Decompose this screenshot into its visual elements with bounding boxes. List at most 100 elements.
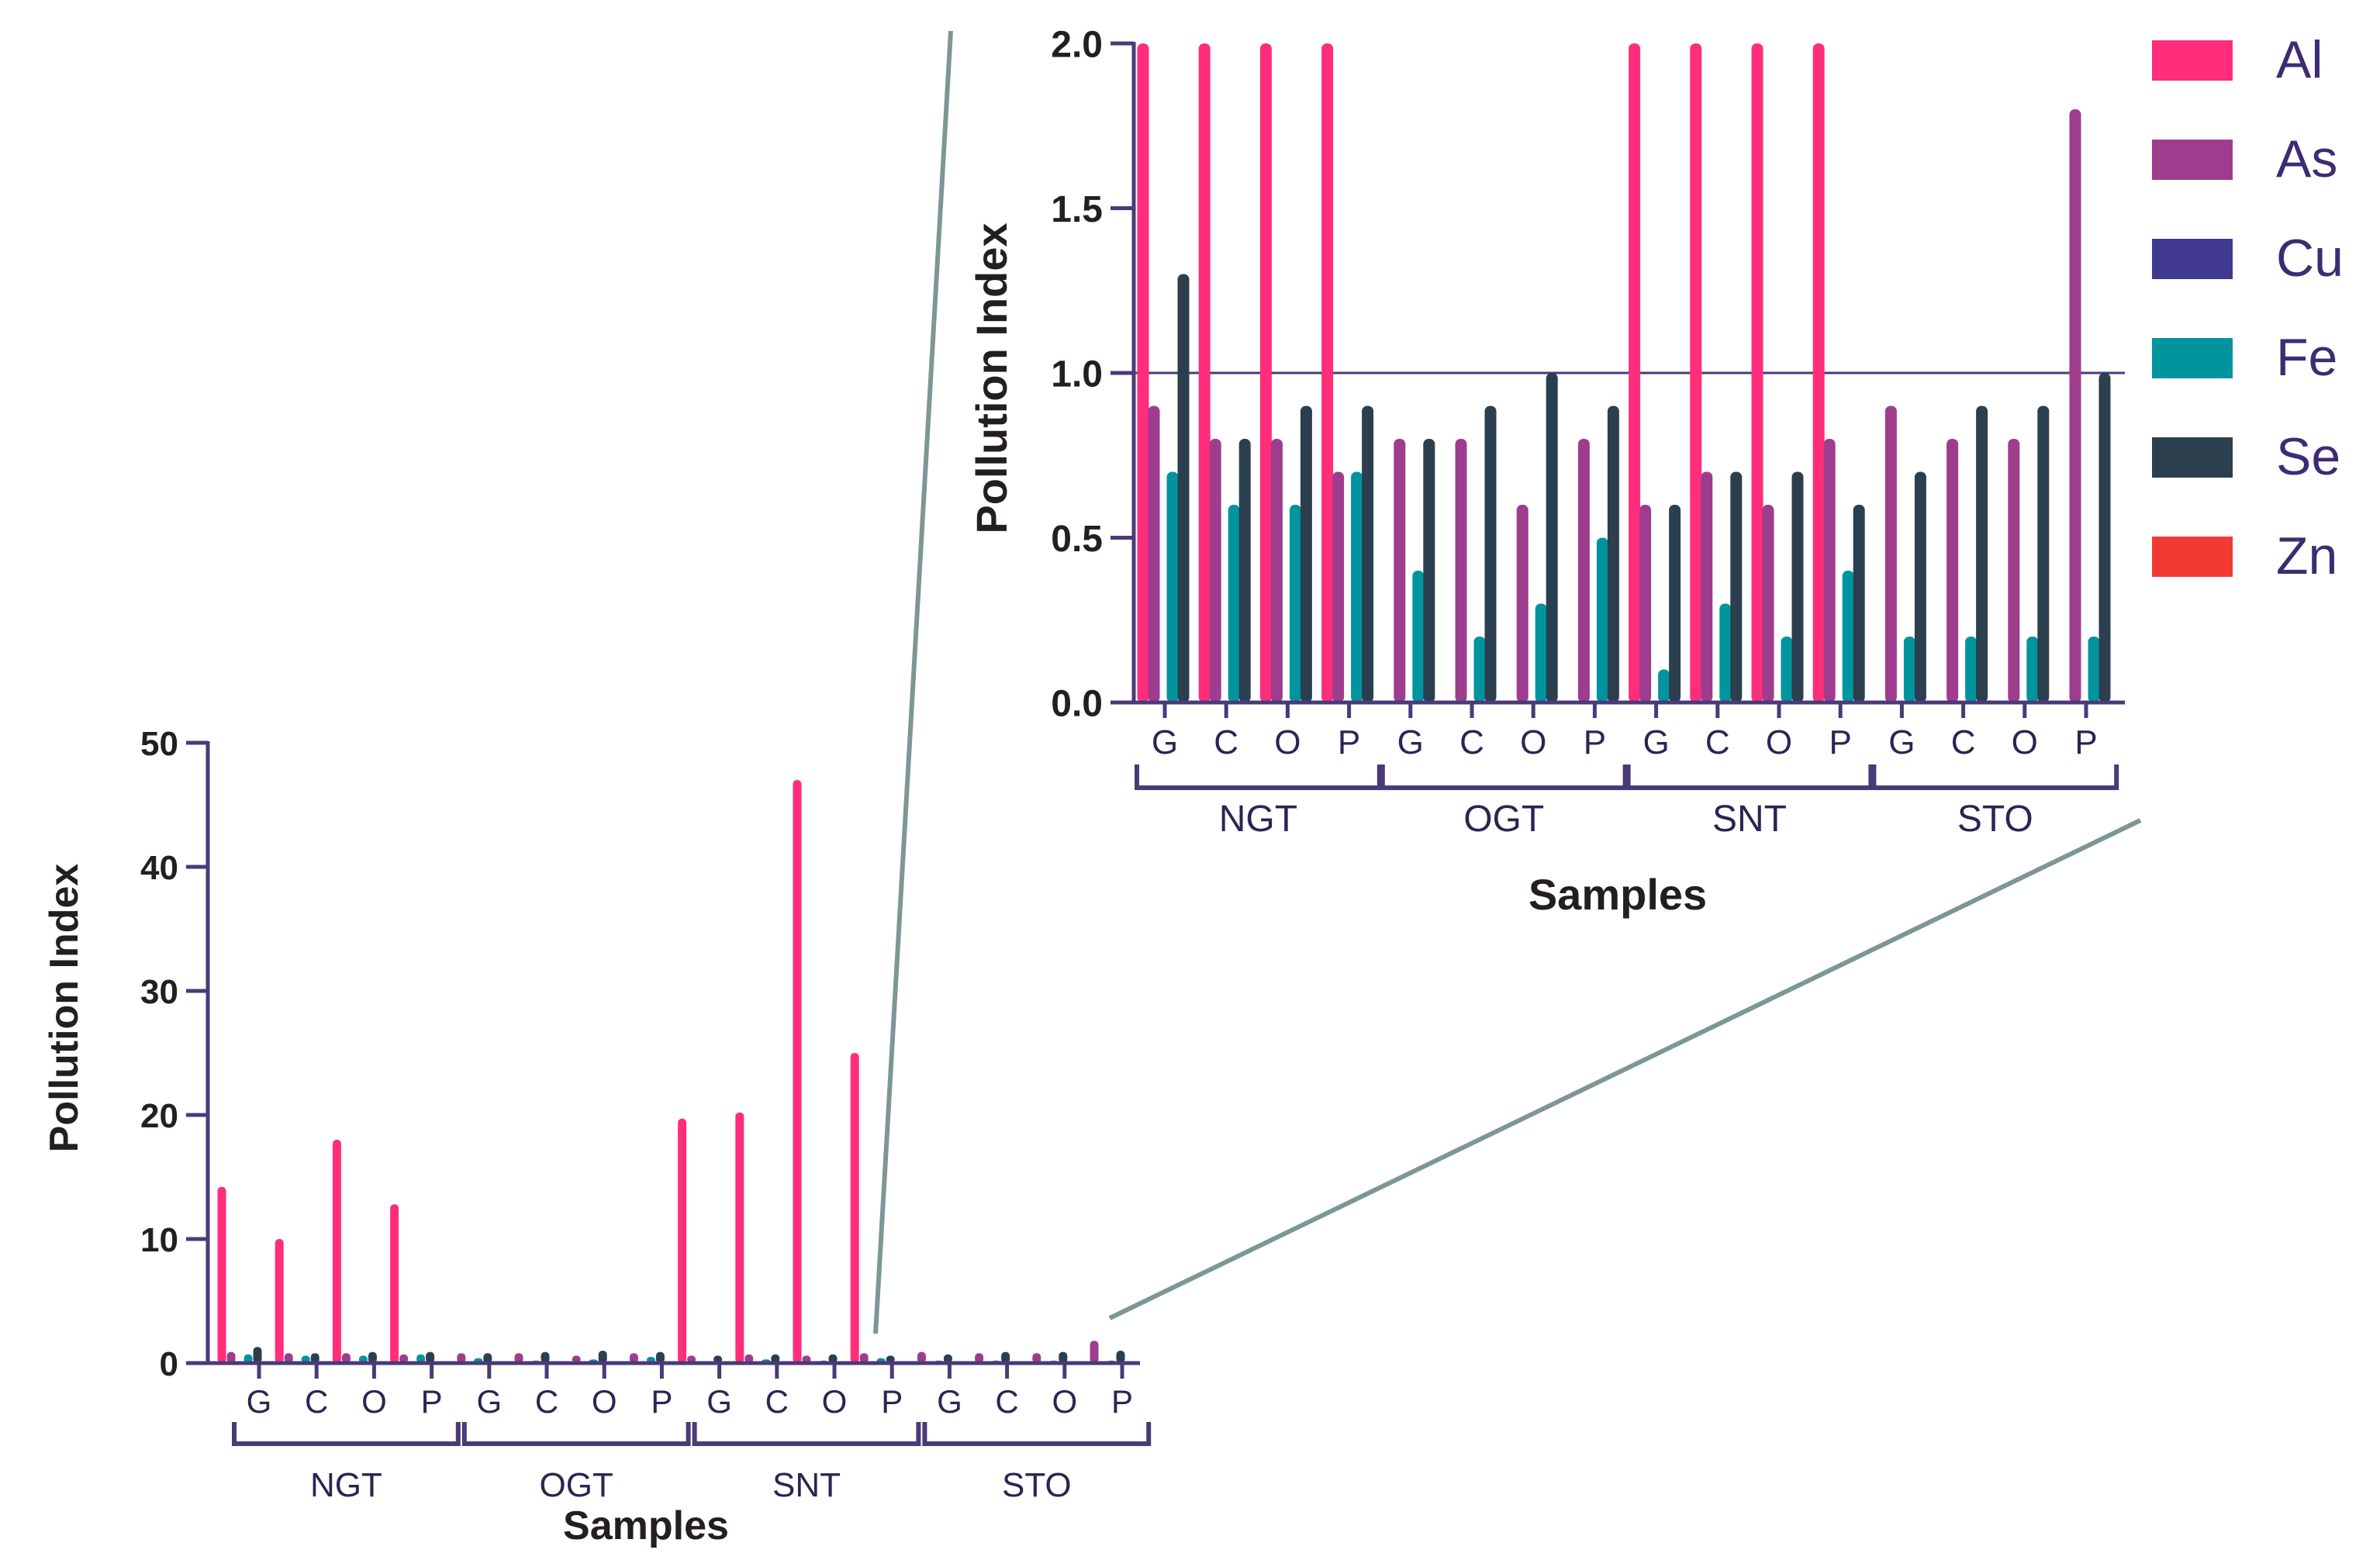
main-bar-se-ngt-p <box>426 1351 435 1363</box>
zoom-bar-al-ngt-g <box>1137 43 1149 702</box>
main-category-label: C <box>995 1383 1018 1420</box>
zoom-connector-left <box>873 30 953 1334</box>
legend-swatch-fe <box>2152 338 2233 378</box>
main-category-label: G <box>476 1383 502 1420</box>
main-bar-as-sto-c <box>975 1353 984 1363</box>
zoom-bar-fe-ngt-o <box>1289 505 1301 702</box>
main-bar-as-snt-p <box>859 1353 869 1363</box>
main-category-label: O <box>1052 1383 1077 1420</box>
zoom-y-tick-label: 1.0 <box>1051 354 1103 395</box>
zoom-category-label: G <box>1643 723 1669 761</box>
zoom-category-label: P <box>1338 723 1360 761</box>
main-bar-se-ngt-g <box>253 1347 262 1363</box>
zoom-bar-as-ngt-p <box>1332 471 1345 702</box>
main-bar-se-ogt-g <box>483 1353 492 1363</box>
legend-label-al: Al <box>2276 30 2323 89</box>
main-y-axis-title: Pollution Index <box>42 864 87 1153</box>
zoom-group-bracket-snt <box>1625 765 1874 790</box>
zoom-bar-fe-ogt-o <box>1535 603 1547 702</box>
legend-label-cu: Cu <box>2276 229 2344 288</box>
zoom-bar-fe-ogt-g <box>1412 571 1425 702</box>
zoom-bar-fe-snt-g <box>1658 669 1670 702</box>
zoom-bar-as-ogt-c <box>1455 439 1467 702</box>
zoom-bar-fe-sto-o <box>2026 637 2039 702</box>
main-y-tick-label: 50 <box>140 725 178 763</box>
main-bar-as-sto-p <box>1090 1341 1099 1363</box>
main-category-label: P <box>881 1383 903 1420</box>
main-y-tick-label: 20 <box>140 1097 178 1135</box>
legend-label-as: As <box>2276 129 2337 188</box>
zoom-bar-as-ngt-g <box>1148 406 1160 702</box>
zoom-group-label-snt: SNT <box>1712 799 1787 840</box>
main-y-tick-label: 0 <box>160 1345 178 1383</box>
zoom-bar-as-snt-p <box>1823 439 1836 702</box>
zoom-bar-se-snt-p <box>1853 505 1865 702</box>
zoom-category-label: C <box>1951 723 1976 761</box>
main-bar-as-ngt-o <box>341 1353 351 1363</box>
zoom-category-label: O <box>1766 723 1792 761</box>
zoom-bar-as-sto-o <box>2008 439 2020 702</box>
zoom-bar-as-ogt-o <box>1516 505 1529 702</box>
main-group-label-ngt: NGT <box>310 1466 382 1504</box>
main-bar-se-sto-o <box>1059 1351 1068 1363</box>
zoom-group-label-ogt: OGT <box>1463 799 1544 840</box>
zoom-category-label: C <box>1214 723 1238 761</box>
main-category-label: O <box>592 1383 617 1420</box>
zoom-group-label-sto: STO <box>1957 799 2033 840</box>
main-bar-as-ngt-p <box>399 1354 409 1363</box>
main-category-label: C <box>765 1383 789 1420</box>
main-category-label: O <box>822 1383 848 1420</box>
zoom-connector-right <box>1108 818 2142 1320</box>
zoom-bar-se-snt-o <box>1791 471 1804 702</box>
main-bar-se-snt-c <box>771 1354 780 1363</box>
zoom-bar-as-sto-c <box>1946 439 1959 702</box>
zoom-bar-se-sto-p <box>2098 373 2111 702</box>
zoom-bar-as-ogt-p <box>1577 439 1590 702</box>
main-category-label: P <box>421 1383 443 1420</box>
zoom-category-label: O <box>2012 723 2038 761</box>
zoom-bar-se-sto-o <box>2037 406 2050 702</box>
main-bar-al-snt-p <box>850 1053 859 1363</box>
zoom-category-label: P <box>1584 723 1606 761</box>
legend-swatch-as <box>2152 140 2233 180</box>
zoom-bar-se-ngt-p <box>1362 406 1374 702</box>
main-bar-se-ngt-o <box>368 1351 377 1363</box>
zoom-bar-fe-sto-c <box>1965 637 1978 702</box>
main-group-label-snt: SNT <box>772 1466 841 1504</box>
zoom-group-bracket-ogt <box>1380 765 1628 790</box>
zoom-bar-as-sto-g <box>1884 406 1897 702</box>
zoom-category-label: C <box>1705 723 1730 761</box>
zoom-category-label: P <box>2074 723 2097 761</box>
zoom-y-tick-label: 2.0 <box>1051 24 1103 65</box>
main-bar-se-sto-c <box>1001 1351 1010 1363</box>
zoom-bar-se-ogt-c <box>1484 406 1497 702</box>
legend-swatch-se <box>2152 437 2233 478</box>
zoom-y-tick-label: 0.0 <box>1051 683 1103 724</box>
zoom-y-axis-title: Pollution Index <box>967 223 1016 533</box>
zoom-bar-se-ngt-g <box>1177 274 1190 702</box>
zoom-bar-se-ogt-p <box>1607 406 1619 702</box>
zoom-bar-se-snt-c <box>1730 471 1743 702</box>
main-bar-al-snt-o <box>793 780 802 1363</box>
main-category-label: G <box>937 1383 962 1420</box>
zoom-bar-fe-ngt-g <box>1166 471 1179 702</box>
zoom-bar-fe-sto-g <box>1903 637 1915 702</box>
main-category-label: O <box>361 1383 387 1420</box>
zoom-bar-se-ogt-g <box>1423 439 1435 702</box>
main-bar-al-ngt-o <box>332 1140 341 1363</box>
main-bar-as-ngt-g <box>226 1351 236 1363</box>
zoom-x-axis-title: Samples <box>1529 870 1707 919</box>
zoom-category-label: O <box>1520 723 1546 761</box>
zoom-bar-fe-snt-c <box>1719 603 1732 702</box>
zoom-y-tick-label: 0.5 <box>1051 519 1103 560</box>
main-group-label-sto: STO <box>1002 1466 1072 1504</box>
main-category-label: C <box>535 1383 558 1420</box>
main-bar-al-ngt-g <box>217 1186 226 1363</box>
main-bar-as-ogt-g <box>457 1353 466 1363</box>
zoom-category-label: C <box>1459 723 1484 761</box>
main-bar-as-ogt-c <box>514 1353 523 1363</box>
zoom-bar-se-sto-c <box>1976 406 1988 702</box>
